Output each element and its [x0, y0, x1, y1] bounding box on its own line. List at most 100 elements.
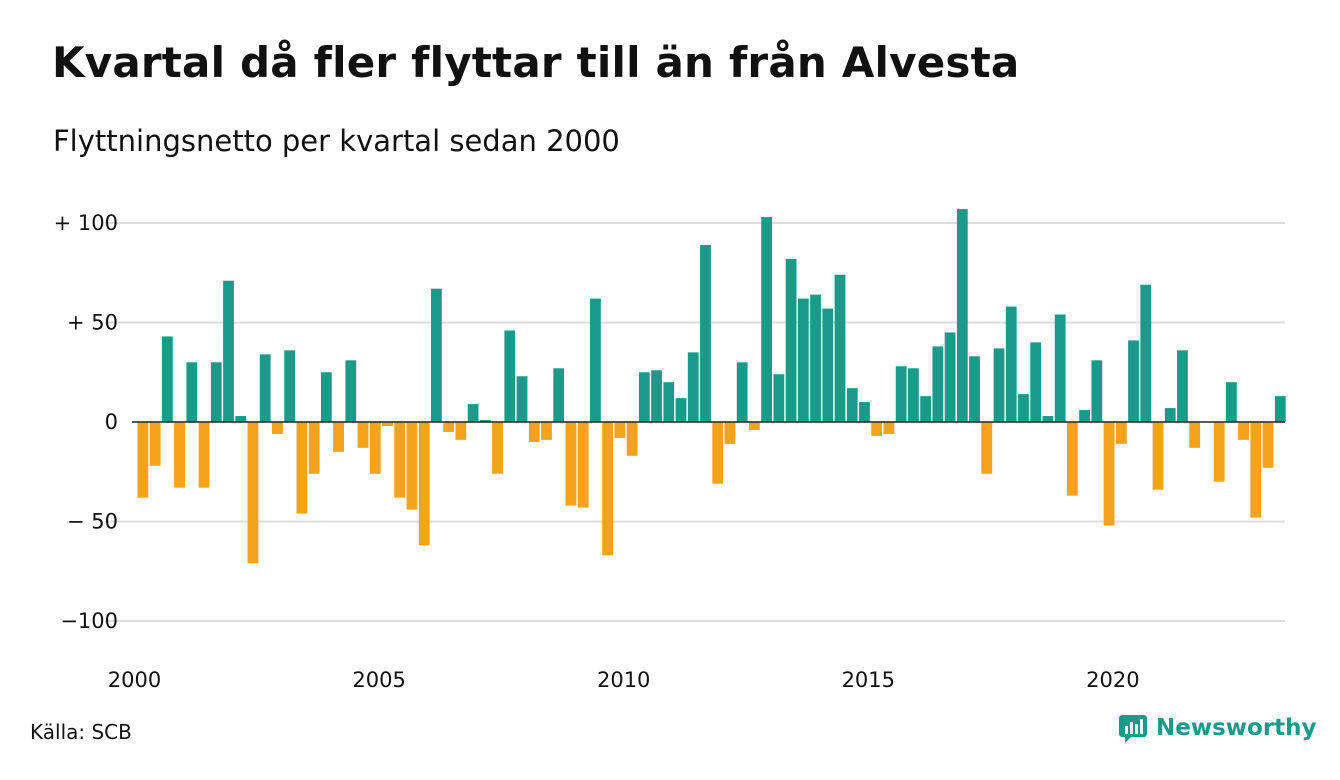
- bar: [247, 422, 259, 564]
- bar: [357, 422, 369, 448]
- bar: [1225, 382, 1237, 422]
- y-tick-label: 0: [105, 410, 118, 434]
- bar: [1213, 422, 1225, 482]
- bar: [907, 368, 919, 422]
- bar: [455, 422, 467, 440]
- bar: [406, 422, 418, 510]
- bar: [638, 372, 650, 422]
- bar: [541, 422, 552, 440]
- bar: [308, 422, 320, 474]
- bar: [1005, 306, 1017, 422]
- bar: [1152, 422, 1164, 490]
- bar: [1250, 422, 1262, 518]
- bar: [210, 362, 222, 422]
- brand-name: Newsworthy: [1156, 715, 1317, 741]
- bar: [577, 422, 589, 508]
- bar: [651, 370, 662, 422]
- bar: [333, 422, 344, 452]
- bar: [626, 422, 638, 456]
- bar: [969, 356, 980, 422]
- bar: [1274, 396, 1286, 422]
- y-tick-label: + 100: [54, 211, 118, 235]
- bar: [149, 422, 161, 466]
- x-axis-labels: 2000 2005 2010 2015 2020: [108, 668, 1140, 692]
- bar: [467, 404, 479, 422]
- bar: [614, 422, 626, 438]
- bar: [1042, 416, 1054, 422]
- y-tick-label: −100: [60, 609, 118, 633]
- bar: [749, 422, 760, 430]
- bar: [687, 352, 699, 422]
- bar: [296, 422, 308, 514]
- bar: [1115, 422, 1127, 444]
- bar: [883, 422, 895, 434]
- x-tick-label: 2010: [597, 668, 650, 692]
- bar: [272, 422, 283, 434]
- bar: [736, 362, 748, 422]
- bars: [137, 209, 1286, 564]
- bar: [1030, 342, 1042, 422]
- bar: [1262, 422, 1274, 468]
- y-tick-label: + 50: [67, 311, 118, 335]
- bar: [1140, 284, 1152, 422]
- bar: [663, 382, 675, 422]
- x-tick-label: 2005: [352, 668, 405, 692]
- bar: [528, 422, 540, 442]
- bar: [810, 294, 821, 422]
- page-title: Kvartal då fler flyttar till än från Alv…: [52, 38, 1020, 87]
- bar: [492, 422, 503, 474]
- bar: [822, 308, 834, 422]
- bar: [956, 209, 968, 422]
- x-tick-label: 2020: [1086, 668, 1139, 692]
- bar: [1018, 394, 1029, 422]
- bar: [174, 422, 185, 488]
- bar: [712, 422, 724, 484]
- bar: [871, 422, 883, 436]
- bar: [443, 422, 455, 432]
- bar: [1177, 350, 1188, 422]
- bar: [553, 368, 565, 422]
- bar: [1128, 340, 1139, 422]
- bar: [1079, 410, 1091, 422]
- bar: [981, 422, 993, 474]
- bar: [700, 244, 711, 422]
- brand-logo: Newsworthy: [1118, 713, 1317, 743]
- bar: [1054, 314, 1066, 422]
- bar: [1091, 360, 1103, 422]
- bar: [590, 298, 601, 422]
- bar: [345, 360, 357, 422]
- source-note: Källa: SCB: [30, 720, 132, 744]
- chart-subtitle: Flyttningsnetto per kvartal sedan 2000: [53, 124, 620, 158]
- bar: [602, 422, 614, 556]
- bar: [431, 288, 442, 422]
- bar: [1164, 408, 1176, 422]
- bar: [675, 398, 687, 422]
- bar: [773, 374, 785, 422]
- bar: [797, 298, 809, 422]
- bar: [418, 422, 430, 546]
- y-axis-labels: + 100 + 50 0 − 50 −100: [54, 211, 118, 633]
- bar: [993, 348, 1005, 422]
- bar: [284, 350, 296, 422]
- bar: [161, 336, 173, 422]
- bar: [1238, 422, 1249, 440]
- bar: [834, 274, 846, 422]
- bar: [1103, 422, 1115, 526]
- x-tick-label: 2015: [842, 668, 895, 692]
- x-tick-label: 2000: [108, 668, 161, 692]
- bar: [944, 332, 956, 422]
- bar: [198, 422, 210, 488]
- bar: [479, 420, 491, 422]
- bar: [1066, 422, 1078, 496]
- bar: [259, 354, 271, 422]
- bar: [223, 280, 234, 422]
- bar: [320, 372, 332, 422]
- bar: [504, 330, 516, 422]
- grid-lines: [105, 222, 1285, 622]
- bar: [137, 422, 149, 498]
- y-tick-label: − 50: [67, 510, 118, 534]
- bar: [394, 422, 406, 498]
- bar: [785, 258, 797, 422]
- bar: [846, 388, 858, 422]
